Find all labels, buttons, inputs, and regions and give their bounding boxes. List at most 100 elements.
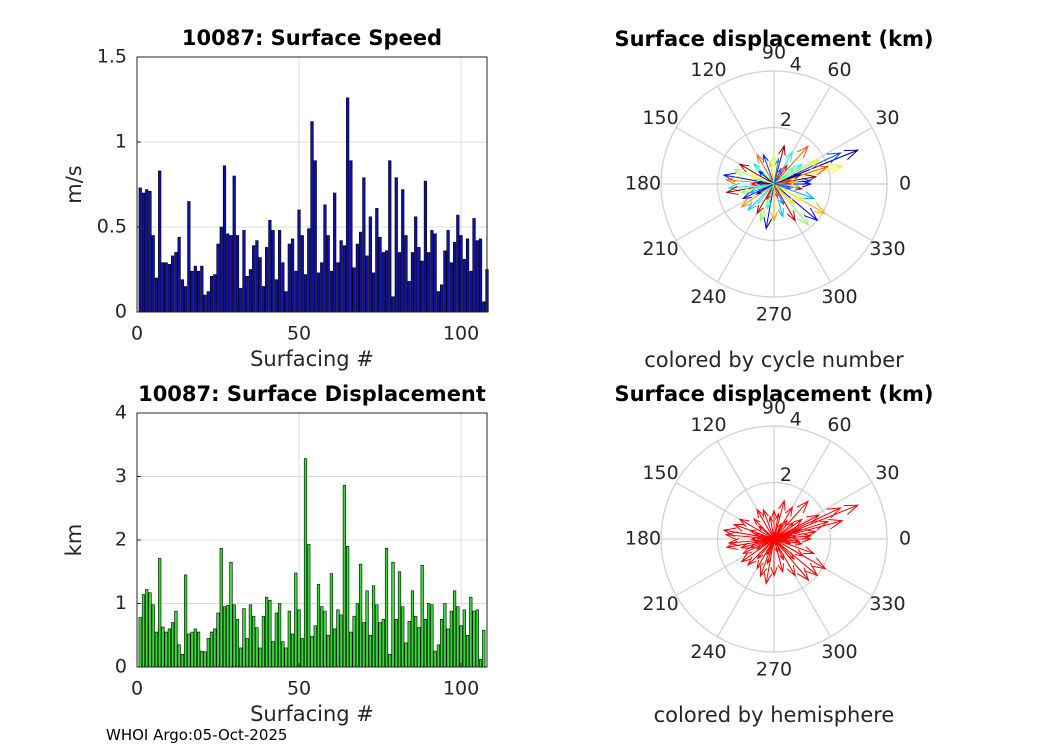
bar bbox=[342, 245, 347, 313]
displacement-arrow bbox=[747, 538, 775, 566]
bar bbox=[222, 165, 227, 313]
bar bbox=[333, 628, 337, 668]
bar bbox=[407, 620, 411, 668]
displacement-arrow bbox=[773, 179, 793, 185]
bar bbox=[320, 606, 324, 668]
displacement-arrow bbox=[773, 183, 816, 200]
bar bbox=[469, 270, 473, 313]
bar bbox=[277, 603, 282, 668]
bar bbox=[174, 610, 178, 668]
bar bbox=[349, 631, 353, 668]
bar bbox=[394, 177, 398, 313]
displacement-arrow bbox=[748, 538, 775, 549]
displacement-arrow bbox=[773, 538, 785, 561]
bar bbox=[268, 600, 272, 668]
bar bbox=[404, 235, 408, 313]
angle-tick-label: 270 bbox=[756, 659, 792, 681]
bar bbox=[258, 647, 262, 668]
displacement-arrow bbox=[757, 525, 775, 540]
displacement-arrow bbox=[755, 180, 775, 186]
angle-tick-label: 0 bbox=[899, 528, 911, 550]
radial-tick-label: 4 bbox=[790, 408, 802, 430]
bar bbox=[252, 245, 256, 313]
bar bbox=[397, 252, 402, 313]
bar bbox=[154, 631, 159, 668]
bar bbox=[404, 642, 408, 668]
bar bbox=[469, 596, 473, 668]
bar bbox=[300, 638, 304, 668]
bar bbox=[171, 255, 175, 313]
chart-title: 10087: Surface Displacement bbox=[138, 382, 486, 406]
angle-tick-label: 150 bbox=[642, 462, 678, 484]
bar bbox=[423, 180, 428, 313]
displacement-arrow bbox=[773, 534, 793, 540]
bar bbox=[378, 236, 382, 313]
bar bbox=[200, 650, 204, 668]
x-tick-label: 100 bbox=[443, 678, 479, 700]
bar bbox=[307, 228, 311, 313]
displacement-arrow bbox=[773, 183, 779, 200]
bar bbox=[281, 641, 285, 668]
bar bbox=[222, 606, 227, 668]
bar bbox=[187, 201, 191, 313]
bar bbox=[219, 547, 223, 668]
bar bbox=[427, 252, 431, 313]
chart-title: Surface displacement (km) bbox=[614, 27, 933, 51]
bar bbox=[145, 189, 149, 313]
bar bbox=[381, 252, 385, 313]
angle-tick-label: 60 bbox=[827, 59, 851, 81]
displacement-arrow bbox=[773, 159, 821, 185]
bar bbox=[274, 279, 278, 313]
radial-tick-label: 4 bbox=[790, 53, 802, 75]
displacement-arrow bbox=[773, 183, 819, 222]
displacement-arrow bbox=[773, 538, 792, 545]
bar bbox=[265, 596, 269, 668]
bar bbox=[355, 243, 359, 313]
bar bbox=[284, 647, 288, 668]
bar bbox=[371, 272, 376, 313]
displacement-arrow bbox=[773, 522, 782, 540]
bar bbox=[423, 619, 428, 668]
bar bbox=[290, 633, 295, 668]
displacement-arrow bbox=[756, 183, 775, 205]
bar bbox=[138, 617, 142, 668]
displacement-arrow bbox=[773, 538, 819, 577]
bar bbox=[352, 615, 356, 668]
y-tick-label: 3 bbox=[115, 465, 127, 487]
bar bbox=[323, 610, 327, 668]
displacement-arrow bbox=[753, 538, 775, 544]
bar bbox=[349, 160, 353, 313]
bar bbox=[365, 590, 369, 668]
bar bbox=[401, 189, 405, 313]
bar bbox=[164, 631, 168, 668]
bar bbox=[436, 644, 440, 668]
bar bbox=[252, 615, 256, 668]
displacement-arrow bbox=[763, 538, 775, 585]
bar bbox=[472, 610, 476, 668]
displacement-arrow bbox=[756, 538, 775, 560]
bar bbox=[158, 170, 162, 313]
displacement-arrow bbox=[773, 538, 796, 577]
bar bbox=[255, 240, 259, 313]
bar bbox=[433, 650, 437, 668]
bar bbox=[239, 647, 243, 668]
bar bbox=[235, 235, 240, 313]
bar bbox=[336, 609, 340, 668]
angle-tick-label: 300 bbox=[821, 286, 857, 308]
bar bbox=[417, 627, 421, 668]
y-tick-label: 4 bbox=[115, 402, 127, 424]
displacement-arrow bbox=[773, 538, 805, 557]
bar bbox=[158, 558, 162, 668]
bar bbox=[336, 262, 340, 313]
displacement-arrow bbox=[773, 519, 788, 540]
displacement-arrow bbox=[773, 157, 781, 185]
bar bbox=[394, 619, 398, 668]
bar-chart-1: 0 50 100 0 0.5 1 1.5 10087: Surface Speed Surfac… bbox=[62, 26, 489, 371]
bar bbox=[287, 243, 291, 313]
x-axis-label: Surfacing # bbox=[250, 347, 374, 371]
bar bbox=[391, 296, 395, 313]
displacement-arrow bbox=[770, 184, 778, 223]
displacement-arrow bbox=[773, 507, 842, 540]
bar bbox=[313, 625, 317, 668]
bar bbox=[196, 631, 201, 668]
